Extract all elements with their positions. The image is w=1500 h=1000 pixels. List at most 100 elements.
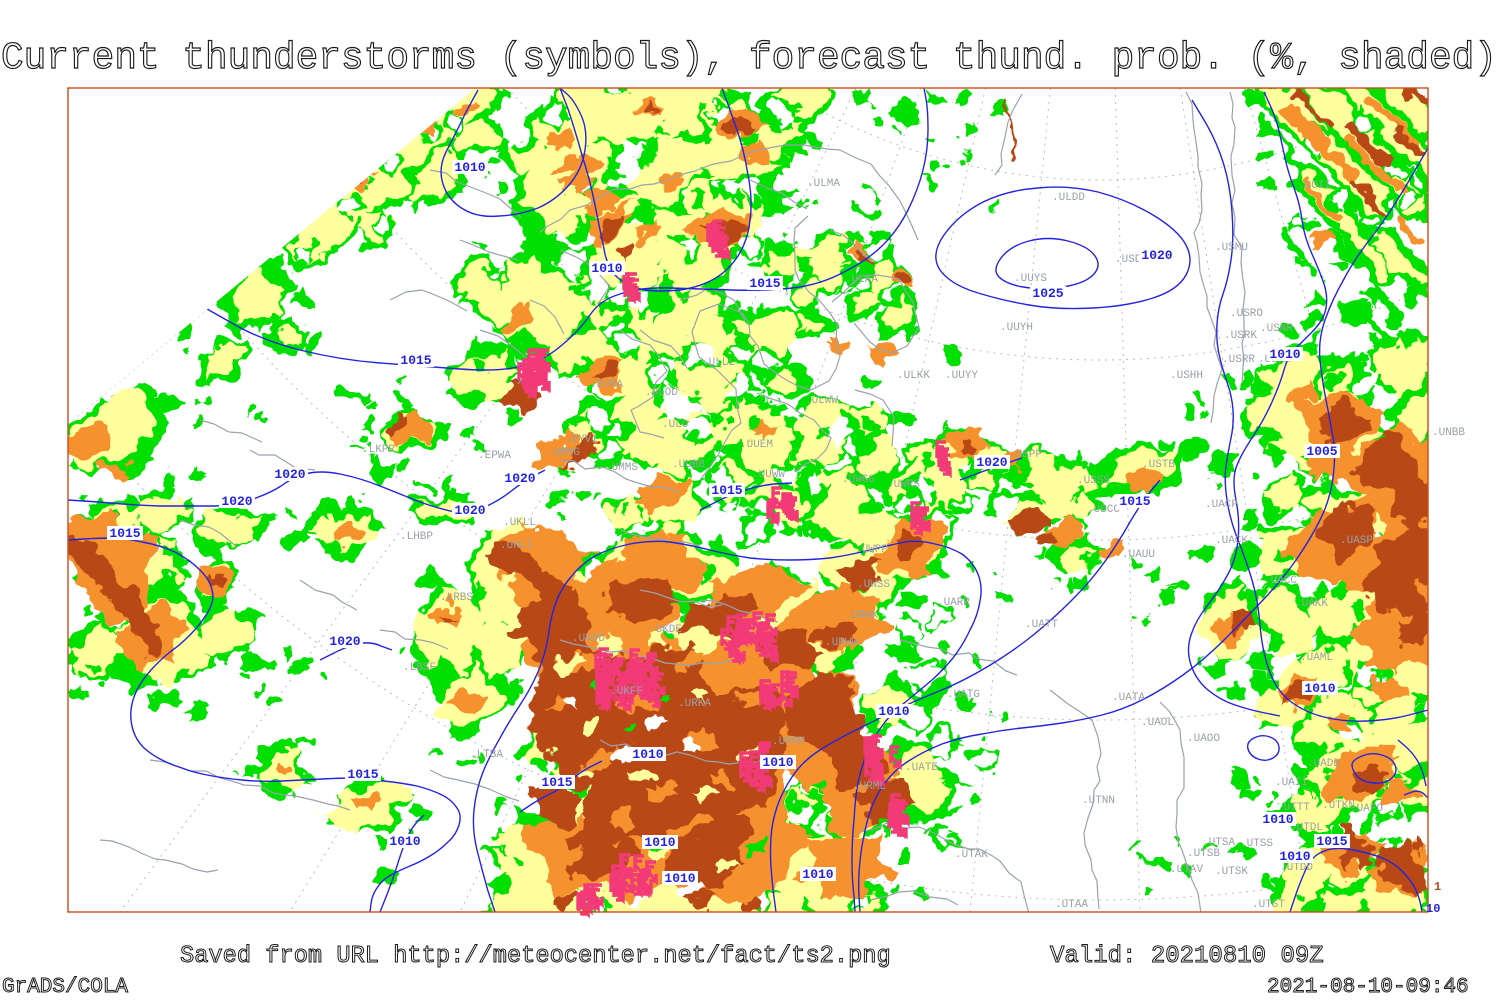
svg-text:.LBSF: .LBSF	[403, 662, 436, 674]
svg-text:.UATA: .UATA	[1112, 692, 1145, 704]
svg-text:.UTST: .UTST	[1252, 899, 1285, 911]
svg-text:.UACK: .UACK	[1215, 535, 1248, 547]
svg-text:1020: 1020	[274, 467, 305, 482]
svg-text:.UATG: .UATG	[947, 689, 980, 701]
svg-text:.UKOD: .UKOD	[572, 633, 605, 645]
svg-text:.USMU: .USMU	[1215, 242, 1248, 254]
svg-text:.UKDE: .UKDE	[649, 624, 682, 636]
svg-text:1015: 1015	[400, 353, 431, 368]
svg-text:Current thunderstorms (symbols: Current thunderstorms (symbols), forecas…	[1, 38, 1497, 80]
svg-text:.USRK: .USRK	[1224, 330, 1257, 342]
svg-text:.USTB: .USTB	[1142, 459, 1175, 471]
svg-text:GrADS/COLA: GrADS/COLA	[2, 976, 128, 999]
svg-text:1020: 1020	[504, 471, 535, 486]
svg-text:1020: 1020	[454, 503, 485, 518]
svg-text:.UTDL: .UTDL	[1290, 822, 1323, 834]
svg-text:.UUYY: .UUYY	[945, 370, 978, 382]
svg-text:.USPP: .USPP	[1009, 449, 1042, 461]
svg-text:.LRBS: .LRBS	[440, 592, 473, 604]
svg-text:.UTAV: .UTAV	[1170, 864, 1203, 876]
svg-text:.UTAK: .UTAK	[955, 849, 988, 861]
svg-text:1020: 1020	[976, 455, 1007, 470]
svg-text:.UACC: .UACC	[1264, 575, 1297, 587]
svg-text:.UTSA: .UTSA	[1202, 837, 1235, 849]
svg-text:.UAOO: .UAOO	[1187, 733, 1220, 745]
svg-text:.UUYH: .UUYH	[1000, 322, 1033, 334]
svg-text:.UUWW: .UUWW	[752, 469, 785, 481]
svg-text:.USHH: .USHH	[1170, 370, 1203, 382]
svg-text:.UKLL: .UKLL	[503, 517, 536, 529]
svg-text:1015: 1015	[749, 276, 780, 291]
svg-text:.ULLL: .ULLL	[702, 357, 735, 369]
svg-text:.UMMS: .UMMS	[605, 462, 638, 474]
svg-text:.UUYS: .UUYS	[1014, 273, 1047, 285]
svg-text:.USRO: .USRO	[1230, 308, 1263, 320]
svg-text:.LTBA: .LTBA	[470, 749, 503, 761]
svg-text:1010: 1010	[591, 261, 622, 276]
svg-text:.URKA: .URKA	[678, 698, 711, 710]
svg-text:.UTSS: .UTSS	[1240, 838, 1273, 850]
svg-text:.ULMA: .ULMA	[807, 178, 840, 190]
svg-text:.LKPR: .LKPR	[362, 444, 395, 456]
svg-text:.UASP: .UASP	[1340, 535, 1373, 547]
svg-text:.UARR: .UARR	[937, 597, 970, 609]
svg-text:.UNBB: .UNBB	[1432, 427, 1465, 439]
svg-text:1010: 1010	[1262, 812, 1293, 827]
svg-text:1010: 1010	[878, 704, 909, 719]
svg-text:.UATT: .UATT	[1025, 619, 1058, 631]
svg-text:.UUBB: .UUBB	[672, 459, 705, 471]
svg-text:.UWSS: .UWSS	[857, 579, 890, 591]
svg-text:.UTTT: .UTTT	[1277, 802, 1310, 814]
svg-text:.UACP: .UACP	[1205, 499, 1238, 511]
svg-text:.UAKK: .UAKK	[1295, 598, 1328, 610]
svg-text:.URWK: .URWK	[845, 610, 878, 622]
svg-text:.UOII: .UOII	[1298, 180, 1331, 192]
svg-text:.USNR: .USNR	[1260, 323, 1293, 335]
svg-text:.URMM: .URMM	[772, 736, 805, 748]
svg-text:.UKFF: .UKFF	[610, 686, 643, 698]
svg-text:.URWW: .URWW	[825, 637, 858, 649]
svg-text:.ULKK: .ULKK	[897, 370, 930, 382]
svg-text:.ULAA: .ULAA	[845, 274, 878, 286]
svg-text:1015: 1015	[1316, 834, 1347, 849]
svg-text:1010: 1010	[454, 160, 485, 175]
svg-text:.ULO: .ULO	[662, 419, 689, 431]
svg-text:.USSS: .USSS	[1077, 475, 1110, 487]
svg-text:.USCC: .USCC	[1087, 504, 1120, 516]
svg-text:1010: 1010	[762, 755, 793, 770]
svg-text:.UAFO: .UAFO	[1350, 803, 1383, 815]
svg-text:.UAUU: .UAUU	[1122, 549, 1155, 561]
svg-text:1015: 1015	[1119, 494, 1150, 509]
svg-text:Valid: 20210810 09Z: Valid: 20210810 09Z	[1050, 943, 1324, 970]
svg-text:2021-08-10-09:46: 2021-08-10-09:46	[1267, 976, 1469, 999]
svg-text:.UADD: .UADD	[1307, 758, 1340, 770]
svg-text:.UAOL: .UAOL	[1141, 717, 1174, 729]
svg-text:1010: 1010	[644, 835, 675, 850]
svg-text:1005: 1005	[1306, 444, 1337, 459]
svg-text:10: 10	[1426, 902, 1440, 916]
svg-text:.UKLI: .UKLI	[500, 540, 533, 552]
svg-text:.UMMG: .UMMG	[547, 447, 580, 459]
svg-text:.EPWA: .EPWA	[478, 450, 511, 462]
svg-text:.UTNN: .UTNN	[1082, 795, 1115, 807]
svg-text:1020: 1020	[1141, 248, 1172, 263]
svg-text:1010: 1010	[1304, 681, 1335, 696]
svg-text:.UAII: .UAII	[1275, 777, 1308, 789]
svg-text:.EVRA: .EVRA	[590, 379, 623, 391]
svg-text:.UATE: .UATE	[905, 762, 938, 774]
svg-text:.UTAA: .UTAA	[1055, 899, 1088, 911]
svg-text:.EYVI: .EYVI	[565, 434, 598, 446]
svg-text:1010: 1010	[389, 834, 420, 849]
svg-text:.LHBP: .LHBP	[400, 531, 433, 543]
svg-text:.USRR: .USRR	[1222, 354, 1255, 366]
svg-text:1020: 1020	[329, 634, 360, 649]
svg-text:1010: 1010	[802, 867, 833, 882]
svg-text:1015: 1015	[541, 775, 572, 790]
svg-text:.UTDD: .UTDD	[1280, 862, 1313, 874]
svg-text:.UWGG: .UWGG	[842, 474, 875, 486]
svg-text:1020: 1020	[221, 494, 252, 509]
svg-text:.UWRS: .UWRS	[887, 479, 920, 491]
svg-text:Saved from URL http://meteocen: Saved from URL http://meteocenter.net/fa…	[180, 943, 891, 970]
svg-text:1015: 1015	[711, 483, 742, 498]
svg-text:.ULOD: .ULOD	[645, 387, 678, 399]
